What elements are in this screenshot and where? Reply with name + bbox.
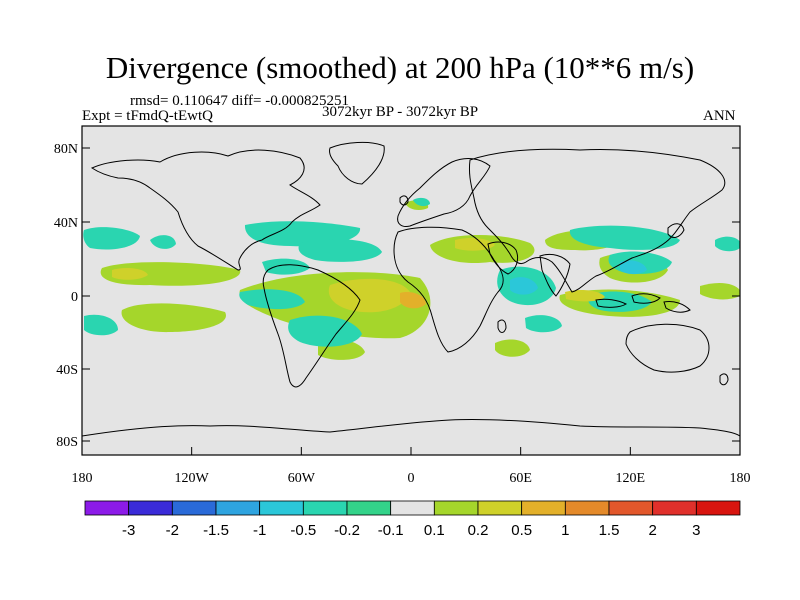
anomaly-field bbox=[150, 235, 176, 249]
colorbar-label: 0.1 bbox=[424, 522, 445, 539]
lon-axis: 180 120W 60W 0 60E 120E 180 bbox=[72, 447, 751, 486]
coastline bbox=[469, 148, 726, 293]
anomaly-field bbox=[413, 197, 430, 207]
coastline bbox=[595, 298, 627, 308]
anomaly-field bbox=[83, 227, 140, 250]
colorbar-label: 1 bbox=[561, 522, 569, 539]
anomaly-field bbox=[569, 225, 680, 250]
colorbar-label: -1 bbox=[253, 522, 266, 539]
colorbar-swatch bbox=[84, 500, 130, 516]
anomaly-field bbox=[100, 262, 241, 286]
colorbar-swatch bbox=[259, 500, 304, 516]
anomaly-field bbox=[565, 289, 605, 302]
lon-tick-label: 120E bbox=[616, 471, 646, 486]
colorbar-swatch bbox=[171, 500, 217, 516]
colorbar-label: 2 bbox=[648, 522, 656, 539]
lat-axis: 80N 40N 0 40S 80S bbox=[54, 142, 740, 450]
lat-tick-label: 80S bbox=[56, 435, 78, 450]
lon-tick-label: 60E bbox=[509, 471, 532, 486]
lon-tick-label: 120W bbox=[175, 471, 210, 486]
lat-tick-label: 0 bbox=[71, 290, 78, 305]
anomaly-field bbox=[121, 303, 226, 333]
lon-tick-label: 60W bbox=[288, 471, 316, 486]
colorbar-swatch bbox=[128, 500, 173, 516]
coastline bbox=[663, 301, 691, 313]
colorbar-swatch bbox=[695, 500, 741, 516]
anomaly-field bbox=[328, 278, 410, 313]
colorbar-label: -0.1 bbox=[378, 522, 404, 539]
coastline bbox=[397, 158, 491, 227]
anomaly-field bbox=[262, 258, 310, 275]
colorbar-label: -3 bbox=[122, 522, 135, 539]
colorbar: -3 -2 -1.5 -1 -0.5 -0.2 -0.1 0.1 0.2 0.5 1 1.5 2 3 bbox=[84, 500, 741, 539]
colorbar-label: 1.5 bbox=[599, 522, 620, 539]
coastline bbox=[497, 319, 507, 333]
stats-label: rmsd= 0.110647 diff= -0.000825251 bbox=[130, 93, 349, 109]
lon-tick-label: 0 bbox=[408, 471, 415, 486]
colorbar-label: -0.2 bbox=[334, 522, 360, 539]
lat-tick-label: 40N bbox=[54, 216, 78, 231]
colorbar-label: -0.5 bbox=[290, 522, 316, 539]
colorbar-swatch bbox=[564, 500, 610, 516]
anomaly-field bbox=[112, 267, 148, 280]
colorbar-swatch bbox=[608, 500, 654, 516]
lat-tick-label: 40S bbox=[56, 363, 78, 378]
colorbar-label: -2 bbox=[166, 522, 179, 539]
anomaly-field bbox=[495, 339, 530, 357]
coastline bbox=[667, 223, 685, 238]
anomaly-field bbox=[620, 260, 647, 275]
colorbar-swatch bbox=[521, 500, 566, 516]
colorbar-swatch bbox=[390, 500, 435, 516]
experiment-label: Expt = tFmdQ-tEwtQ bbox=[82, 108, 213, 124]
lon-tick-label: 180 bbox=[730, 471, 751, 486]
colorbar-swatch bbox=[215, 500, 261, 516]
coastline bbox=[625, 323, 710, 373]
period-label: 3072kyr BP - 3072kyr BP bbox=[322, 104, 479, 120]
coastline bbox=[90, 149, 321, 271]
coastline bbox=[631, 293, 661, 304]
colorbar-label: 3 bbox=[692, 522, 700, 539]
anomaly-field bbox=[84, 314, 118, 336]
coastline bbox=[487, 241, 519, 275]
season-label: ANN bbox=[703, 108, 736, 124]
coastlines bbox=[82, 141, 740, 455]
anomaly-field bbox=[525, 315, 562, 333]
anomaly-field bbox=[700, 283, 740, 300]
colorbar-swatch bbox=[652, 500, 697, 516]
coastline bbox=[539, 253, 571, 297]
anomaly-field bbox=[400, 292, 426, 309]
anomaly-field bbox=[288, 315, 362, 347]
coastline bbox=[399, 195, 409, 206]
colorbar-label: 0.5 bbox=[511, 522, 532, 539]
colorbar-swatch bbox=[346, 500, 392, 516]
map-title: Divergence (smoothed) at 200 hPa (10**6 … bbox=[105, 50, 695, 85]
coastline bbox=[393, 226, 504, 353]
colorbar-swatch bbox=[302, 500, 348, 516]
coastline bbox=[719, 373, 729, 386]
anomaly-fields bbox=[83, 197, 740, 360]
anomaly-field bbox=[715, 236, 740, 252]
coastline bbox=[82, 418, 740, 455]
lon-tick-label: 180 bbox=[72, 471, 93, 486]
anomaly-field bbox=[510, 277, 538, 295]
coastline bbox=[329, 141, 385, 185]
colorbar-swatch bbox=[433, 500, 479, 516]
lat-tick-label: 80N bbox=[54, 142, 78, 157]
colorbar-label: 0.2 bbox=[468, 522, 489, 539]
colorbar-label: -1.5 bbox=[203, 522, 229, 539]
anomaly-field bbox=[239, 289, 305, 310]
anomaly-field bbox=[298, 239, 382, 262]
colorbar-swatch bbox=[477, 500, 523, 516]
coastline bbox=[262, 264, 361, 388]
